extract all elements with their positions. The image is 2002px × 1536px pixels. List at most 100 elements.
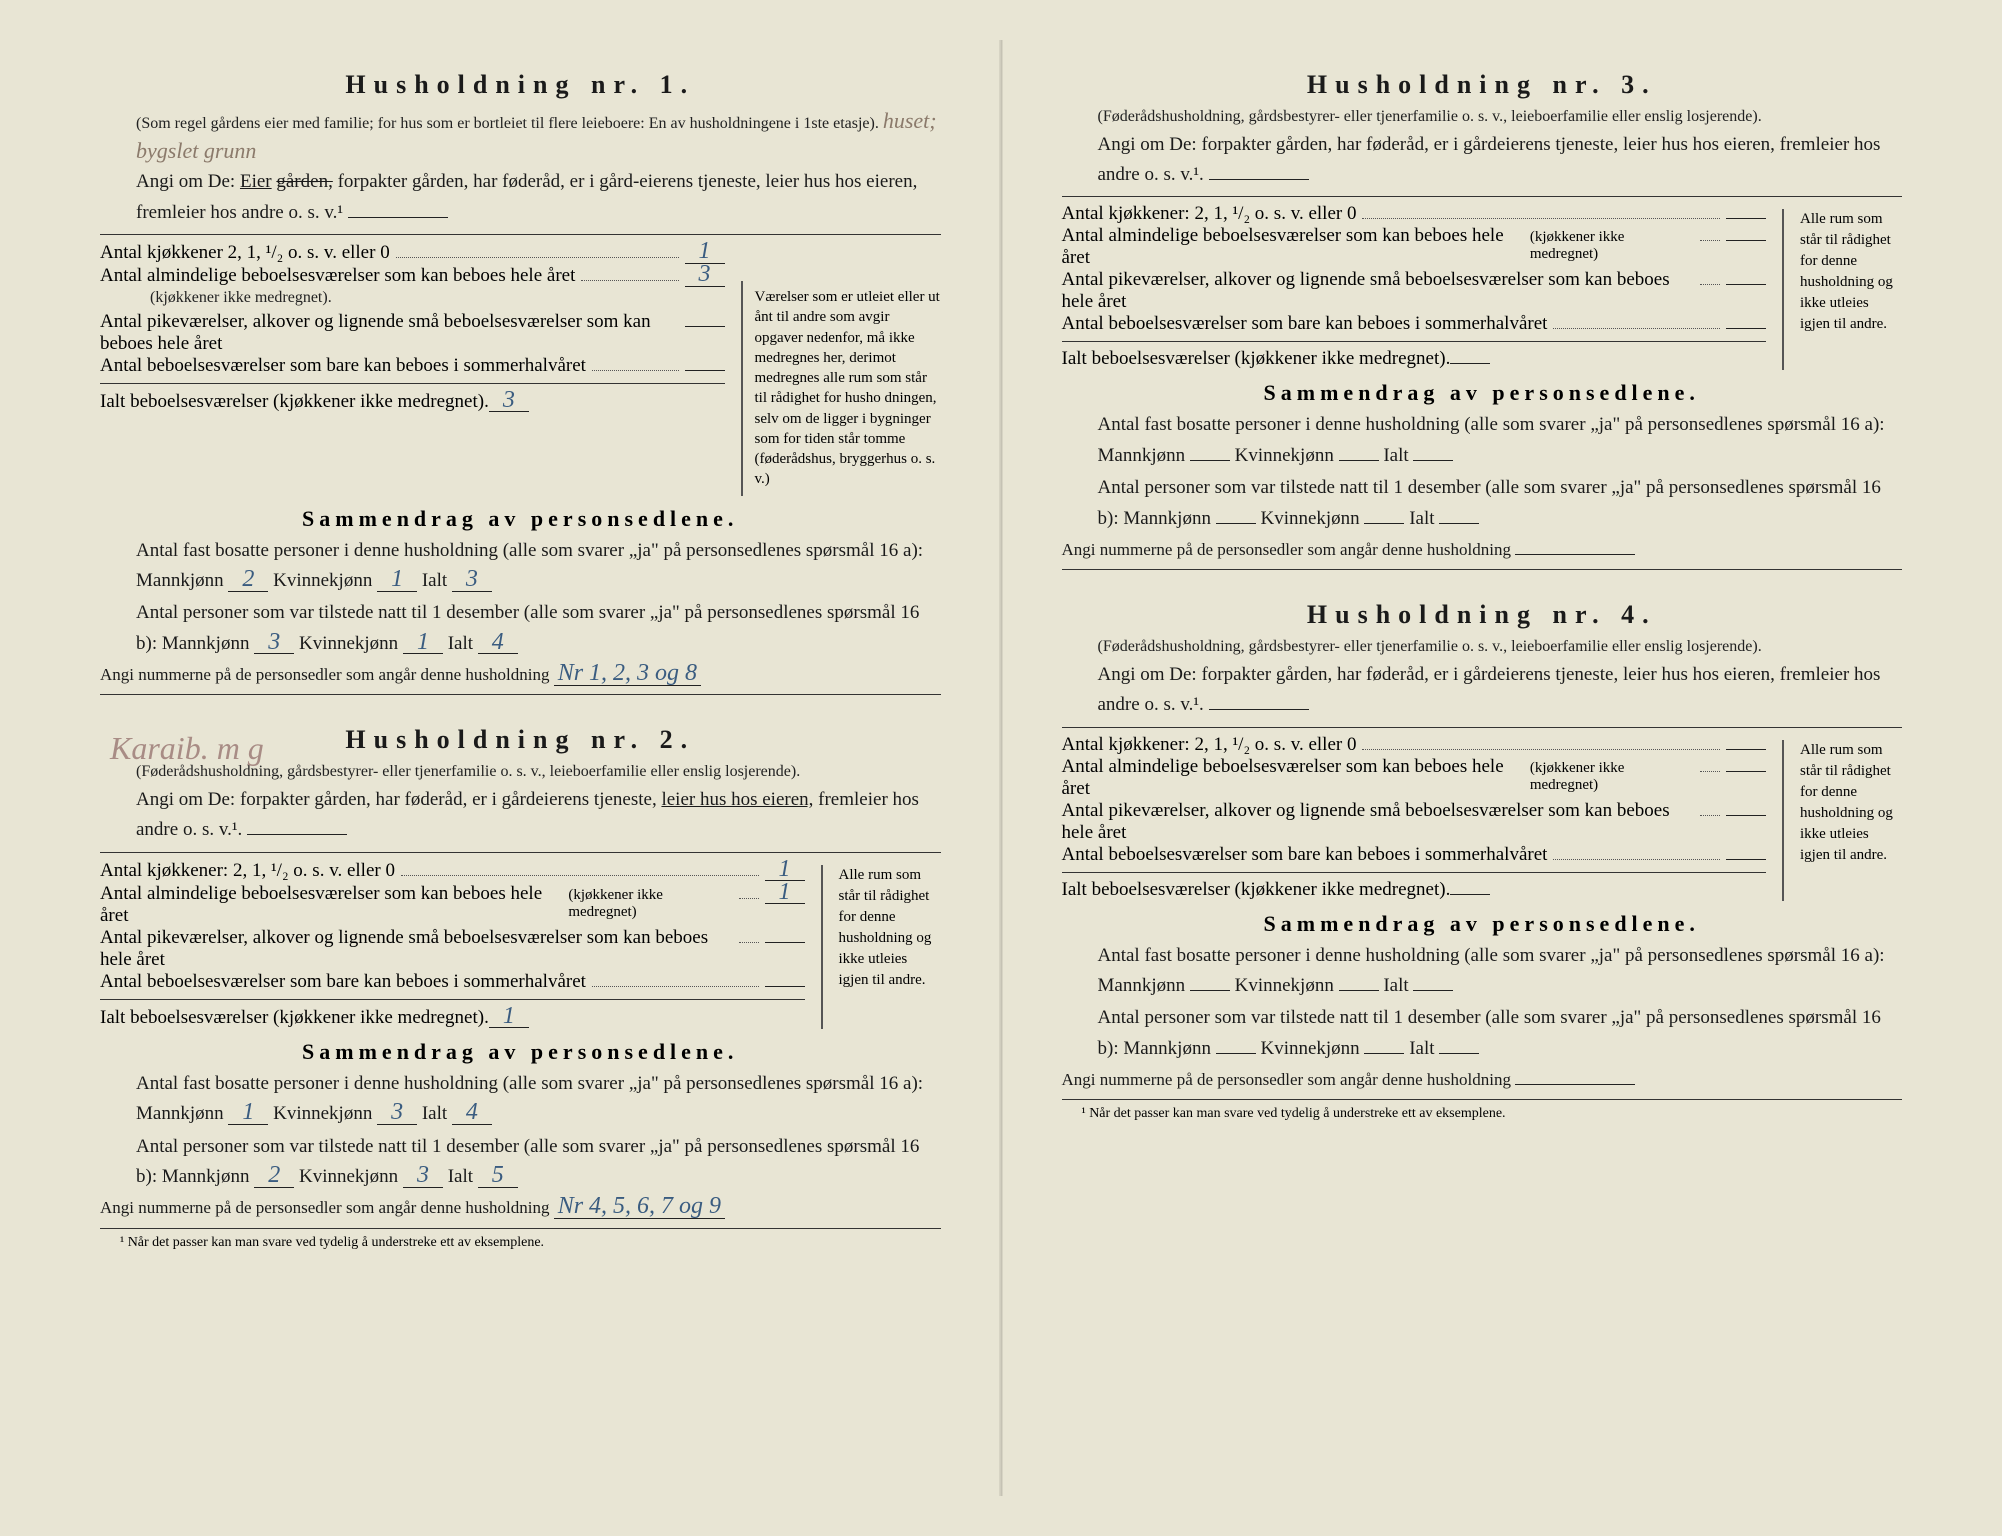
side-note-1: Værelser som er utleiet eller ut ånt til… xyxy=(741,281,941,496)
rooms-label-1: Antal almindelige beboelsesværelser som … xyxy=(100,265,575,287)
pike-label-4: Antal pikeværelser, alkover og lignende … xyxy=(1062,800,1695,844)
pike-value-2 xyxy=(765,942,805,943)
tilstede-ialt-4 xyxy=(1439,1053,1479,1054)
fast-m-3 xyxy=(1190,460,1230,461)
summary-title-1: Sammendrag av personsedlene. xyxy=(100,506,941,532)
ialt-lbl-3b: Ialt xyxy=(1409,508,1434,529)
sommer-row-2: Antal beboelsesværelser som bare kan beb… xyxy=(100,971,805,993)
tilstede-line-3: Antal personer som var tilstede natt til… xyxy=(1062,473,1903,534)
pike-row-2: Antal pikeværelser, alkover og lignende … xyxy=(100,927,805,971)
household-2: Husholdning nr. 2. (Føderådshusholdning,… xyxy=(100,725,941,1250)
side-note-4: Alle rum som står til rådighet for denne… xyxy=(1782,740,1902,901)
kitchen-row-3: Antal kjøkkener: 2, 1, ¹/₂ o. s. v. elle… xyxy=(1062,203,1767,225)
rule-2b xyxy=(100,999,805,1000)
kitchen-label-3: Antal kjøkkener: 2, 1, ¹/₂ o. s. v. elle… xyxy=(1062,203,1357,225)
rooms-value-1: 3 xyxy=(685,264,725,287)
household-1-title: Husholdning nr. 1. xyxy=(100,70,941,100)
rule-4a xyxy=(1062,727,1903,728)
pike-row-4: Antal pikeværelser, alkover og lignende … xyxy=(1062,800,1767,844)
kvinne-lbl-3b: Kvinnekjønn xyxy=(1260,508,1359,529)
household-3-title: Husholdning nr. 3. xyxy=(1062,70,1903,100)
kvinne-lbl-1: Kvinnekjønn xyxy=(273,570,372,591)
footnote-left: ¹ Når det passer kan man svare ved tydel… xyxy=(100,1235,941,1251)
ialt-lbl-2: Ialt xyxy=(422,1103,447,1124)
fast-text-4: Antal fast bosatte personer i denne hush… xyxy=(1098,945,1885,996)
fast-ialt-2: 4 xyxy=(452,1102,492,1125)
pike-label-2: Antal pikeværelser, alkover og lignende … xyxy=(100,927,733,971)
angi-blank-2 xyxy=(247,834,347,835)
kvinne-lbl-1b: Kvinnekjønn xyxy=(299,633,398,654)
ialt-lbl-1: Ialt xyxy=(422,570,447,591)
tilstede-ialt-2: 5 xyxy=(478,1165,518,1188)
nummerne-line-2: Angi nummerne på de personsedler som ang… xyxy=(100,1194,941,1221)
sommer-value-4 xyxy=(1726,859,1766,860)
pike-label-3: Antal pikeværelser, alkover og lignende … xyxy=(1062,269,1695,313)
footnote-right: ¹ Når det passer kan man svare ved tydel… xyxy=(1062,1106,1903,1122)
fast-k-3 xyxy=(1339,460,1379,461)
nummerne-text-1: Angi nummerne på de personsedler som ang… xyxy=(100,665,549,684)
fast-m-2: 1 xyxy=(228,1102,268,1125)
kvinne-lbl-2b: Kvinnekjønn xyxy=(299,1166,398,1187)
left-page: Husholdning nr. 1. (Som regel gårdens ei… xyxy=(40,40,1002,1496)
angi-line-1: Angi om De: Eier gården, forpakter gårde… xyxy=(100,167,941,228)
rule-2a xyxy=(100,852,941,853)
sommer-label-4: Antal beboelsesværelser som bare kan beb… xyxy=(1062,844,1548,866)
rooms-row-3: Antal almindelige beboelsesværelser som … xyxy=(1062,225,1767,269)
ialt-row-3: Ialt beboelsesværelser (kjøkkener ikke m… xyxy=(1062,348,1767,370)
kitchen-label-2: Antal kjøkkener: 2, 1, ¹/₂ o. s. v. elle… xyxy=(100,860,395,882)
kvinne-lbl-3: Kvinnekjønn xyxy=(1235,445,1334,466)
ialt-lbl-1b: Ialt xyxy=(448,633,473,654)
fast-m-4 xyxy=(1190,990,1230,991)
fast-k-1: 1 xyxy=(377,569,417,592)
household-1: Husholdning nr. 1. (Som regel gårdens ei… xyxy=(100,70,941,695)
tilstede-k-2: 3 xyxy=(403,1165,443,1188)
rooms-note-1: (kjøkkener ikke medregnet). xyxy=(100,287,725,309)
rooms-row-2: Antal almindelige beboelsesværelser som … xyxy=(100,882,805,927)
angi-text-4: Angi om De: forpakter gården, har føderå… xyxy=(1098,664,1881,715)
tilstede-text-4: Antal personer som var tilstede natt til… xyxy=(1098,1007,1881,1058)
angi-blank-3 xyxy=(1209,179,1309,180)
ialt-row-2: Ialt beboelsesværelser (kjøkkener ikke m… xyxy=(100,1006,805,1029)
rooms-label-4: Antal almindelige beboelsesværelser som … xyxy=(1062,756,1530,800)
ialt-value-2: 1 xyxy=(489,1006,529,1029)
rule-1a xyxy=(100,234,941,235)
summary-title-4: Sammendrag av personsedlene. xyxy=(1062,911,1903,937)
sommer-label-2: Antal beboelsesværelser som bare kan beb… xyxy=(100,971,586,993)
rooms-block-1: Antal kjøkkener 2, 1, ¹/₂ o. s. v. eller… xyxy=(100,241,941,496)
rule-4c xyxy=(1062,1099,1903,1100)
household-3: Husholdning nr. 3. (Føderådshusholdning,… xyxy=(1062,70,1903,570)
tilstede-ialt-1: 4 xyxy=(478,632,518,655)
fast-ialt-1: 3 xyxy=(452,569,492,592)
kvinne-lbl-2: Kvinnekjønn xyxy=(273,1103,372,1124)
right-page: Husholdning nr. 3. (Føderådshusholdning,… xyxy=(1002,40,1963,1496)
fast-line-3: Antal fast bosatte personer i denne hush… xyxy=(1062,410,1903,471)
tilstede-line-4: Antal personer som var tilstede natt til… xyxy=(1062,1003,1903,1064)
ialt-lbl-3: Ialt xyxy=(1383,445,1408,466)
sommer-value-2 xyxy=(765,986,805,987)
rule-2c xyxy=(100,1228,941,1229)
tilstede-k-1: 1 xyxy=(403,632,443,655)
rooms-label-3b: (kjøkkener ikke medregnet) xyxy=(1530,229,1694,263)
nummerne-text-2: Angi nummerne på de personsedler som ang… xyxy=(100,1198,549,1217)
household-4-title: Husholdning nr. 4. xyxy=(1062,600,1903,630)
sommer-value-3 xyxy=(1726,328,1766,329)
kvinne-lbl-4: Kvinnekjønn xyxy=(1235,975,1334,996)
tilstede-m-1: 3 xyxy=(254,632,294,655)
rule-4b xyxy=(1062,872,1767,873)
angi-blank-1 xyxy=(348,217,448,218)
fast-k-4 xyxy=(1339,990,1379,991)
rule-1c xyxy=(100,694,941,695)
nummerne-text-3: Angi nummerne på de personsedler som ang… xyxy=(1062,540,1511,559)
household-3-subtitle: (Føderådshusholdning, gårdsbestyrer- ell… xyxy=(1062,106,1903,128)
leier-underline: leier hus hos eieren, xyxy=(661,789,813,810)
tilstede-k-3 xyxy=(1364,523,1404,524)
nummerne-line-4: Angi nummerne på de personsedler som ang… xyxy=(1062,1066,1903,1093)
fast-k-2: 3 xyxy=(377,1102,417,1125)
rooms-label-2b: (kjøkkener ikke medregnet) xyxy=(568,887,732,921)
sommer-value-1 xyxy=(685,370,725,371)
household-4-subtitle: (Føderådshusholdning, gårdsbestyrer- ell… xyxy=(1062,636,1903,658)
rule-3b xyxy=(1062,341,1767,342)
nummerne-value-1: Nr 1, 2, 3 og 8 xyxy=(554,663,701,686)
summary-title-3: Sammendrag av personsedlene. xyxy=(1062,380,1903,406)
rooms-label-3: Antal almindelige beboelsesværelser som … xyxy=(1062,225,1530,269)
